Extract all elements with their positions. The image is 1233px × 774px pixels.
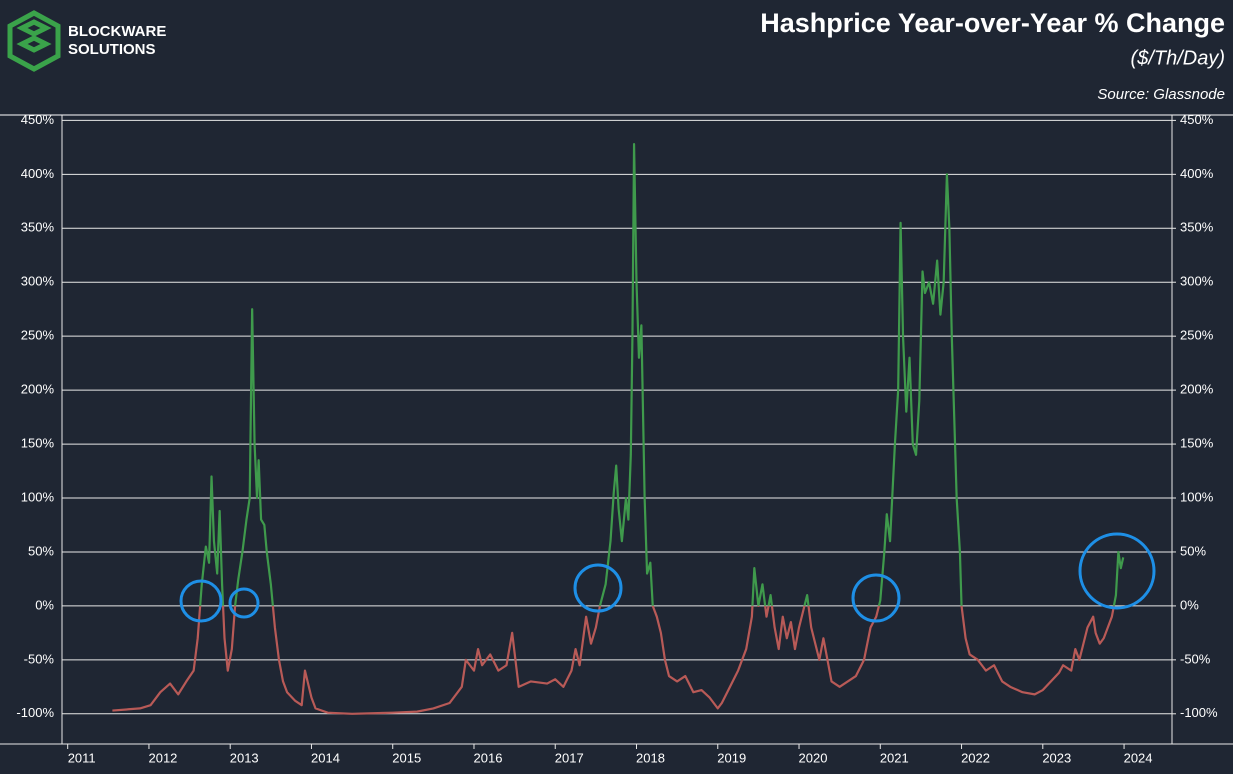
y2-tick-label: 50% <box>1180 543 1206 558</box>
y-tick-label: -50% <box>24 651 55 666</box>
source-note: Source: Glassnode <box>1097 86 1225 103</box>
y-tick-label: 150% <box>21 436 55 451</box>
y2-tick-label: 450% <box>1180 112 1214 127</box>
chart-subtitle: ($/Th/Day) <box>1131 47 1225 69</box>
y2-tick-label: 150% <box>1180 436 1214 451</box>
x-tick-label: 2024 <box>1124 750 1153 765</box>
annotation-circles <box>179 532 1156 623</box>
x-tick-label: 2011 <box>68 750 96 765</box>
x-tick-label: 2018 <box>636 750 665 765</box>
x-tick-label: 2021 <box>880 750 909 765</box>
x-tick-label: 2012 <box>148 750 177 765</box>
y2-tick-label: 400% <box>1180 166 1214 181</box>
x-tick-label: 2022 <box>961 750 990 765</box>
y-tick-label: 400% <box>21 166 55 181</box>
y2-tick-label: 0% <box>1180 597 1199 612</box>
y-tick-label: -100% <box>16 705 54 720</box>
y-tick-label: 300% <box>21 274 55 289</box>
y2-tick-label: -50% <box>1180 651 1211 666</box>
chart-title: Hashprice Year-over-Year % Change <box>760 8 1225 38</box>
y2-tick-label: 250% <box>1180 328 1214 343</box>
logo-text: BLOCKWARE <box>68 23 166 40</box>
logo-text: SOLUTIONS <box>68 41 156 58</box>
series-line-negative <box>112 605 1116 715</box>
y2-tick-label: 300% <box>1180 274 1214 289</box>
y2-tick-label: -100% <box>1180 705 1218 720</box>
y-tick-label: 450% <box>21 112 55 127</box>
x-tick-label: 2015 <box>392 750 421 765</box>
x-tick-label: 2014 <box>311 750 340 765</box>
logo-mark <box>7 10 61 72</box>
y2-tick-label: 350% <box>1180 220 1214 235</box>
x-tick-label: 2020 <box>799 750 828 765</box>
plot-area: -100% -50% 0% 50% 100% 150% 200% 250% 300% 350% 40… <box>0 112 1233 765</box>
y-tick-label: 200% <box>21 382 55 397</box>
series-line-positive <box>199 143 1125 606</box>
x-tick-label: 2013 <box>230 750 259 765</box>
y-tick-label: 0% <box>35 597 54 612</box>
x-tick-label: 2016 <box>474 750 503 765</box>
y-tick-label: 250% <box>21 328 55 343</box>
y2-tick-label: 100% <box>1180 489 1214 504</box>
x-tick-label: 2017 <box>555 750 584 765</box>
x-tick-label: 2019 <box>717 750 746 765</box>
y-tick-label: 50% <box>28 543 54 558</box>
y-tick-label: 350% <box>21 220 55 235</box>
y-tick-label: 100% <box>21 489 55 504</box>
x-tick-label: 2023 <box>1042 750 1071 765</box>
y2-tick-label: 200% <box>1180 382 1214 397</box>
